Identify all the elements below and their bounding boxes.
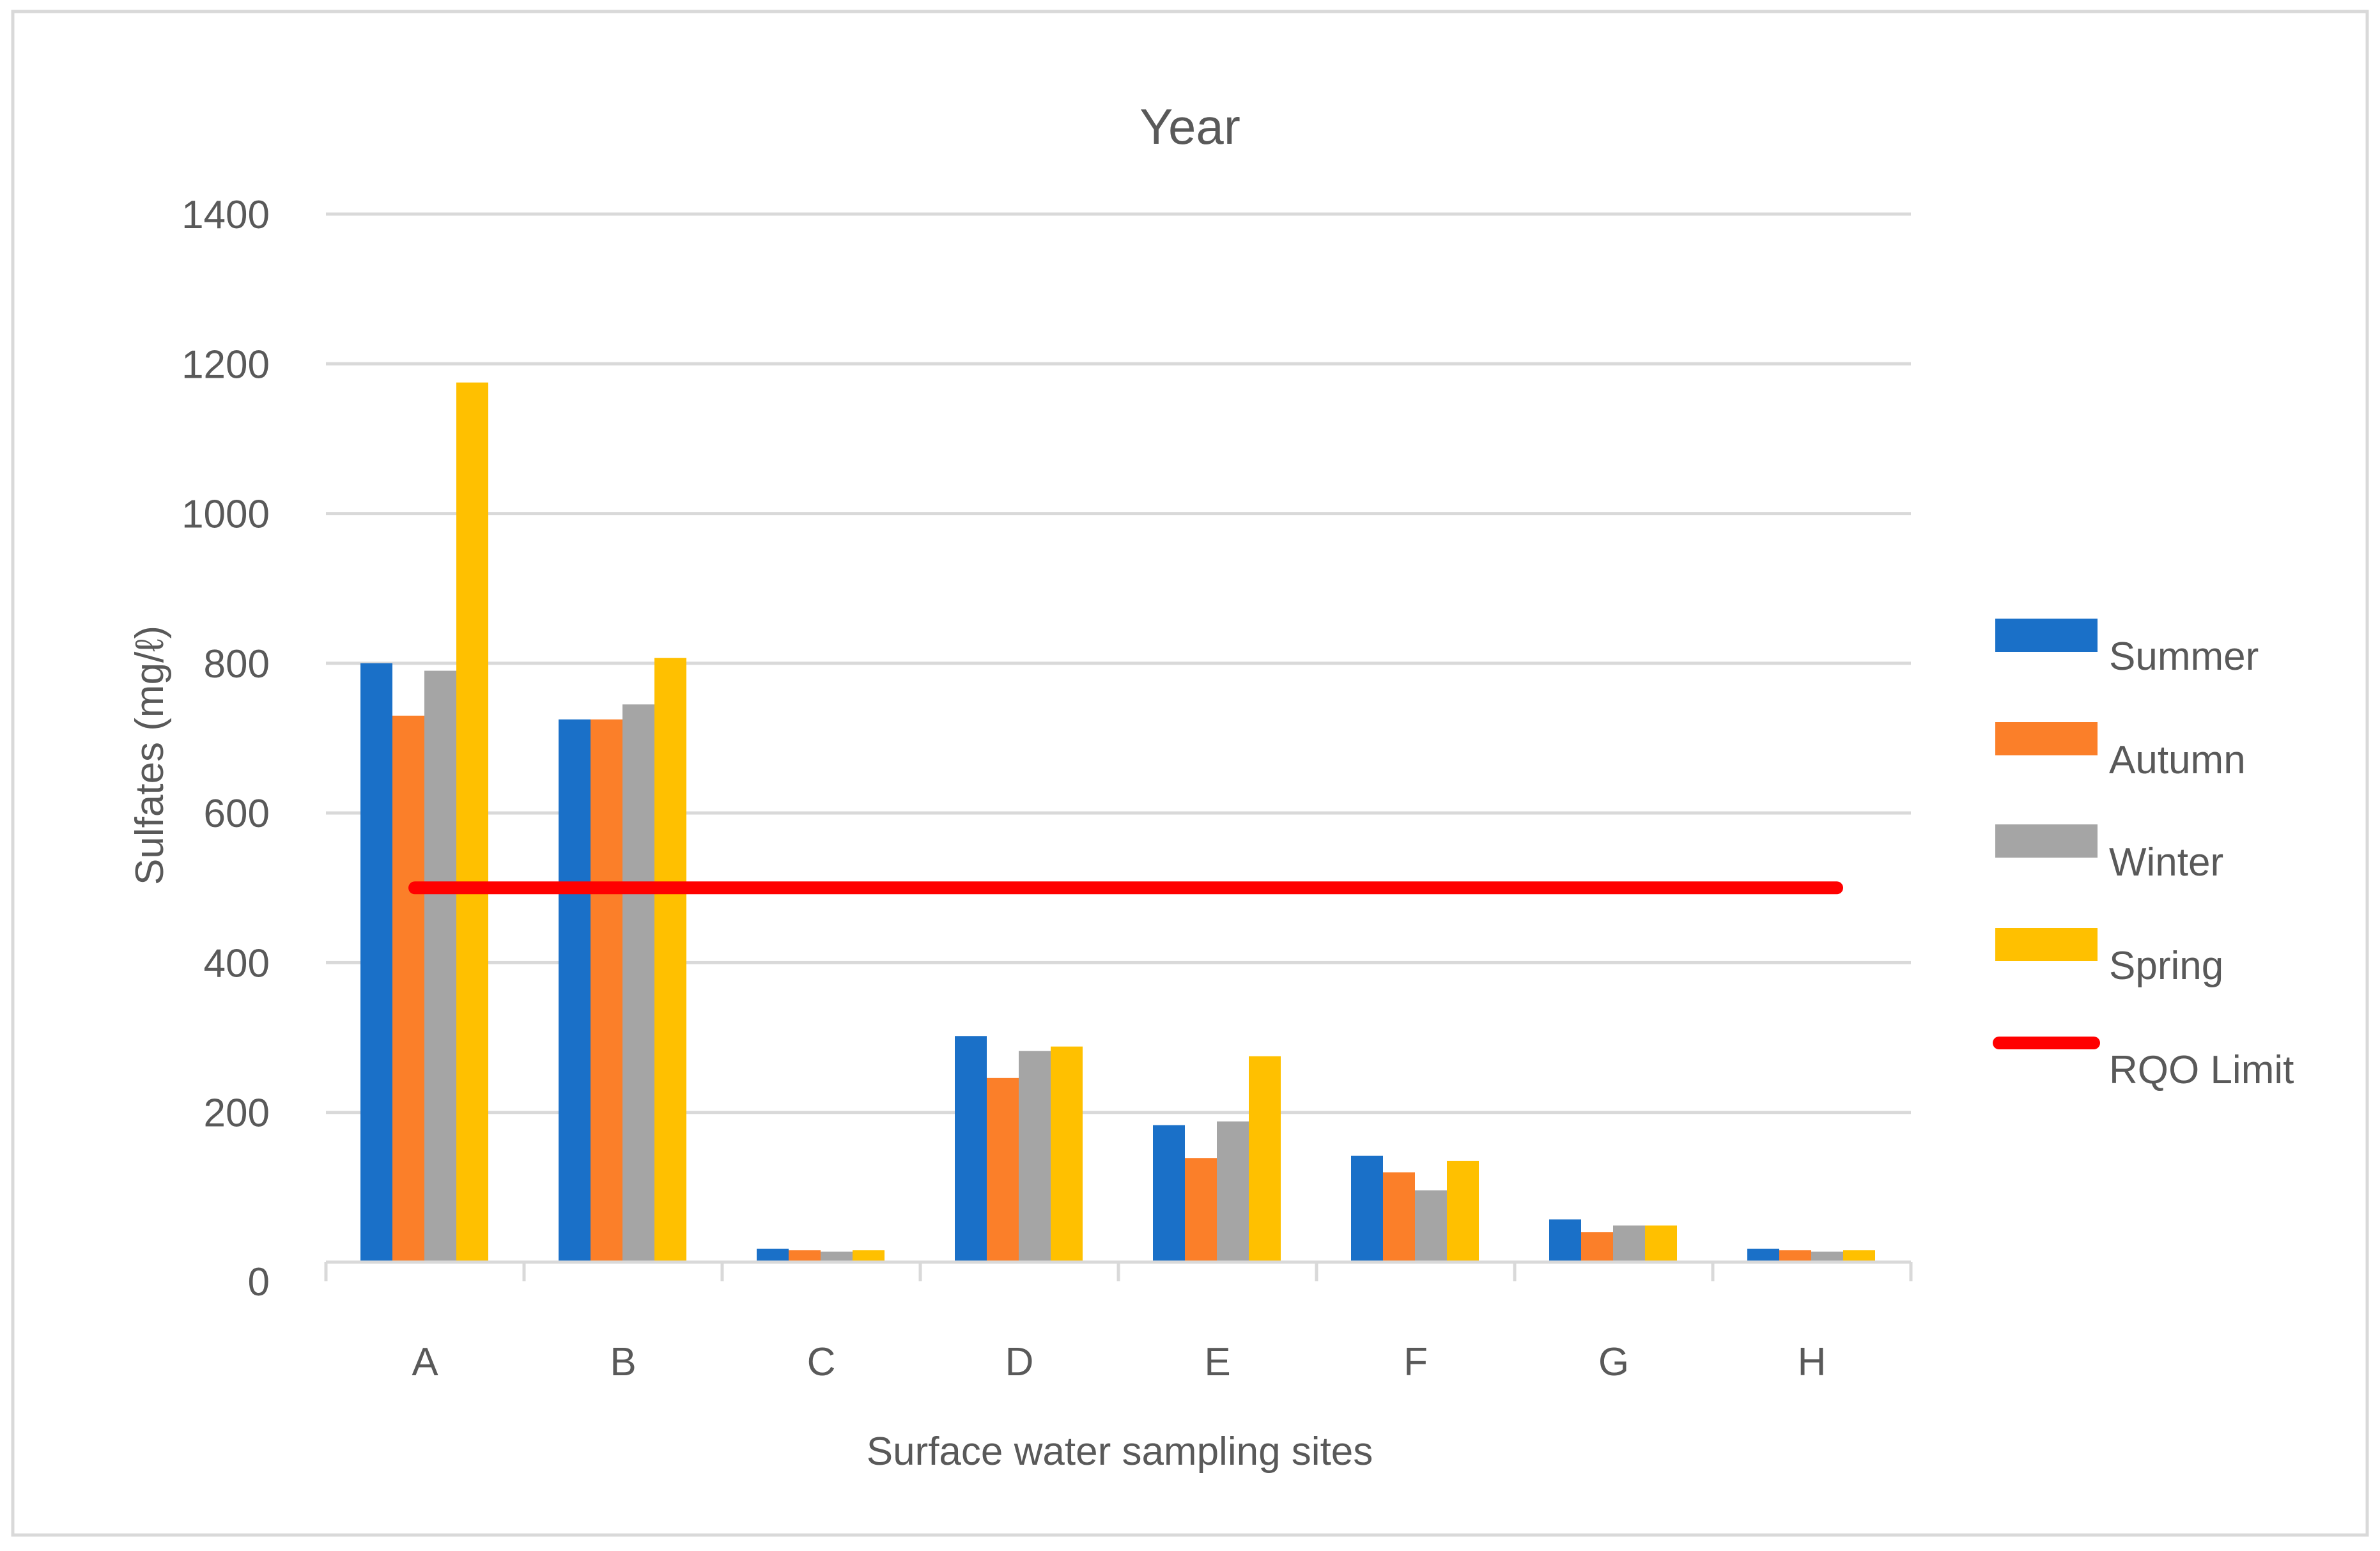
bar-autumn-b [591,719,622,1262]
legend-swatch-summer [1995,619,2098,652]
x-tick-label: F [1403,1340,1428,1384]
x-tick-label: H [1798,1340,1827,1384]
bar-autumn-a [392,715,424,1262]
x-tick-label: E [1204,1340,1230,1384]
bar-winter-h [1811,1251,1843,1262]
y-tick-label: 600 [204,792,270,836]
x-tick-label: B [610,1340,636,1384]
x-axis-ticks: A B C D E F G H [412,1340,1826,1384]
bar-spring-b [654,658,686,1262]
bar-winter-g [1613,1225,1645,1262]
legend-label-autumn: Autumn [2109,738,2246,782]
legend-label-spring: Spring [2109,944,2223,988]
bar-winter-f [1415,1190,1447,1262]
bar-spring-f [1447,1161,1479,1262]
bar-winter-e [1217,1121,1249,1262]
legend-label-summer: Summer [2109,635,2259,679]
x-tick-label: D [1005,1340,1034,1384]
y-axis-ticks: 0 200 400 600 800 1000 1200 1400 [182,193,270,1304]
bar-spring-c [853,1250,885,1262]
legend-swatch-winter [1995,824,2098,858]
bar-spring-h [1843,1250,1875,1262]
bar-autumn-g [1581,1232,1613,1262]
x-tick-label: C [807,1340,836,1384]
x-tick-label: A [412,1340,438,1384]
bar-summer-h [1747,1248,1779,1262]
y-tick-label: 200 [204,1092,270,1136]
bar-autumn-c [789,1250,821,1262]
chart-title: Year [1140,98,1240,155]
bars [360,382,1875,1262]
legend-swatch-autumn [1995,722,2098,755]
bar-summer-b [559,719,591,1262]
legend: Summer Autumn Winter Spring RQO Limit [1993,619,2294,1092]
bar-winter-d [1019,1051,1051,1262]
y-tick-label: 800 [204,642,270,686]
bar-spring-e [1249,1056,1281,1262]
bar-spring-d [1051,1046,1083,1262]
bar-autumn-d [987,1077,1019,1262]
bar-autumn-h [1779,1250,1811,1262]
bar-spring-a [456,382,488,1262]
x-tick-label: G [1598,1340,1629,1384]
y-tick-label: 1200 [182,343,270,387]
bar-spring-g [1645,1225,1677,1262]
bar-summer-c [757,1248,789,1262]
bar-autumn-e [1185,1158,1217,1262]
y-tick-label: 0 [248,1260,270,1304]
bar-winter-a [424,670,456,1262]
legend-label-rqo-limit: RQO Limit [2109,1048,2294,1092]
bar-autumn-f [1383,1172,1415,1262]
y-tick-label: 1400 [182,193,270,237]
legend-label-winter: Winter [2109,840,2223,884]
x-axis [324,1260,1913,1281]
bar-summer-e [1153,1125,1185,1262]
y-axis-title: Sulfates (mg/ℓ) [128,626,172,885]
bar-winter-b [622,704,654,1262]
legend-swatch-spring [1995,928,2098,961]
y-tick-label: 400 [204,941,270,985]
bar-summer-f [1351,1155,1383,1262]
bar-winter-c [821,1251,853,1262]
bar-summer-d [955,1036,987,1262]
x-axis-title: Surface water sampling sites [867,1430,1373,1474]
bar-summer-a [360,663,392,1262]
y-tick-label: 1000 [182,493,270,537]
bar-summer-g [1549,1219,1581,1262]
